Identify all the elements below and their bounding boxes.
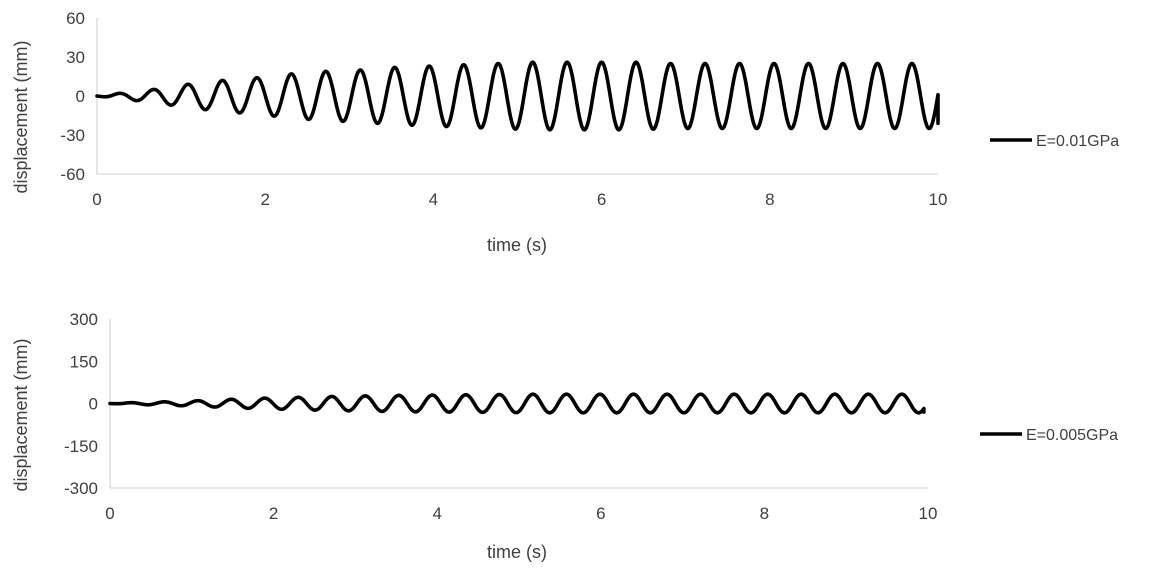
x-tick-label: 6: [597, 190, 606, 209]
x-tick-label: 10: [919, 504, 938, 523]
series-line-e-0-005gpa: [108, 392, 926, 415]
y-tick-label: -300: [64, 479, 98, 498]
x-tick-labels: 0 2 4 6 8 10: [105, 504, 937, 523]
legend-label: E=0.005GPa: [1026, 427, 1118, 444]
x-tick-label: 8: [760, 504, 769, 523]
x-tick-label: 2: [269, 504, 278, 523]
x-axis-title: time (s): [487, 542, 547, 562]
y-tick-label: 60: [66, 9, 85, 28]
x-tick-label: 8: [765, 190, 774, 209]
y-axis-title: displacement (mm): [11, 338, 31, 491]
chart-bottom: 300 150 0 -150 -300 0 2 4 6 8 10 time (s) displac…: [11, 310, 1118, 562]
x-tick-label: 2: [260, 190, 269, 209]
y-tick-labels: 60 30 0 -30 -60: [60, 9, 85, 184]
y-axis-title: displacement (mm): [11, 40, 31, 193]
x-tick-label: 0: [92, 190, 101, 209]
x-tick-label: 10: [929, 190, 948, 209]
legend: E=0.005GPa: [980, 427, 1118, 444]
y-tick-label: 0: [89, 395, 98, 414]
y-tick-label: -60: [60, 165, 85, 184]
x-tick-label: 6: [596, 504, 605, 523]
y-tick-label: -30: [60, 126, 85, 145]
chart-top: 60 30 0 -30 -60 0 2 4 6 8 10 time (s) displacemen…: [11, 9, 1119, 255]
x-tick-label: 4: [429, 190, 438, 209]
y-tick-label: -150: [64, 437, 98, 456]
x-tick-label: 4: [432, 504, 441, 523]
series-line-e-0-01gpa: [95, 60, 940, 132]
x-axis-title: time (s): [487, 235, 547, 255]
legend-label: E=0.01GPa: [1036, 133, 1119, 150]
x-tick-labels: 0 2 4 6 8 10: [92, 190, 947, 209]
y-tick-label: 30: [66, 48, 85, 67]
y-tick-label: 300: [70, 310, 98, 329]
legend: E=0.01GPa: [990, 133, 1119, 150]
x-tick-label: 0: [105, 504, 114, 523]
y-tick-label: 150: [70, 352, 98, 371]
y-tick-label: 0: [76, 87, 85, 106]
y-tick-labels: 300 150 0 -150 -300: [64, 310, 98, 498]
